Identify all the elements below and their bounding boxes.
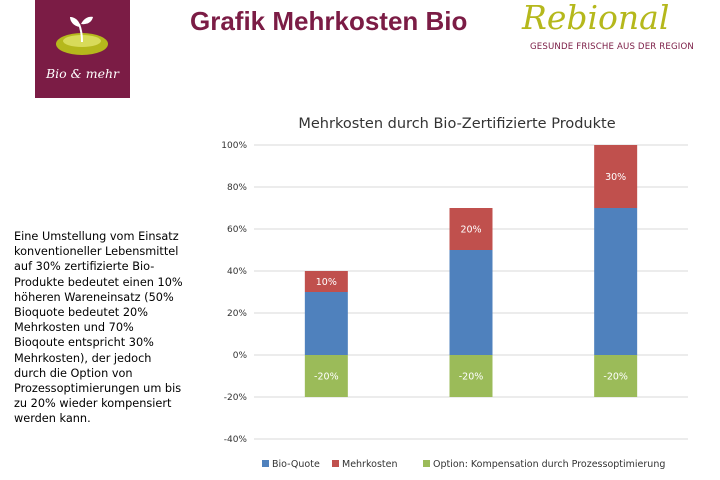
brand-tagline: GESUNDE FRISCHE AUS DER REGION [530,42,694,52]
bowl-sprout-icon [56,16,108,55]
bar-segment [594,145,638,208]
bar-segment [449,250,493,355]
y-tick-label: 80% [227,183,247,193]
data-label: 10% [316,277,337,288]
bar-segment [594,208,638,355]
bar-segment [304,355,348,397]
data-label: 20% [460,225,481,236]
legend-swatch [262,460,269,467]
legend-swatch [423,460,430,467]
logo-text: Bio & mehr [45,66,120,81]
legend-label: Bio-Quote [272,459,320,470]
y-tick-label: -20% [224,393,248,403]
legend-label: Mehrkosten [342,459,397,470]
bar-segment [449,208,493,250]
bar-segment [594,355,638,397]
y-tick-label: -40% [224,435,248,445]
page-title: Grafik Mehrkosten Bio [190,6,468,36]
brand-logo-text: Rebional [522,0,670,37]
data-label: -20% [603,372,628,383]
explanation-text: Eine Umstellung vom Einsatz konventionel… [14,230,183,426]
legend-label: Option: Kompensation durch Prozessoptimi… [433,459,665,470]
bar-segment [449,355,493,397]
y-tick-label: 60% [227,225,247,235]
data-label: 30% [605,172,626,183]
chart-title: Mehrkosten durch Bio-Zertifizierte Produ… [298,116,615,132]
bar-segment [304,292,348,355]
bio-und-mehr-logo: Bio & mehr [35,0,130,98]
data-label: -20% [314,372,339,383]
bar-segment [304,271,348,292]
y-tick-label: 100% [221,141,247,151]
y-tick-label: 20% [227,309,247,319]
legend-swatch [332,460,339,467]
y-tick-label: 0% [233,351,248,361]
data-label: -20% [459,372,484,383]
y-tick-label: 40% [227,267,247,277]
